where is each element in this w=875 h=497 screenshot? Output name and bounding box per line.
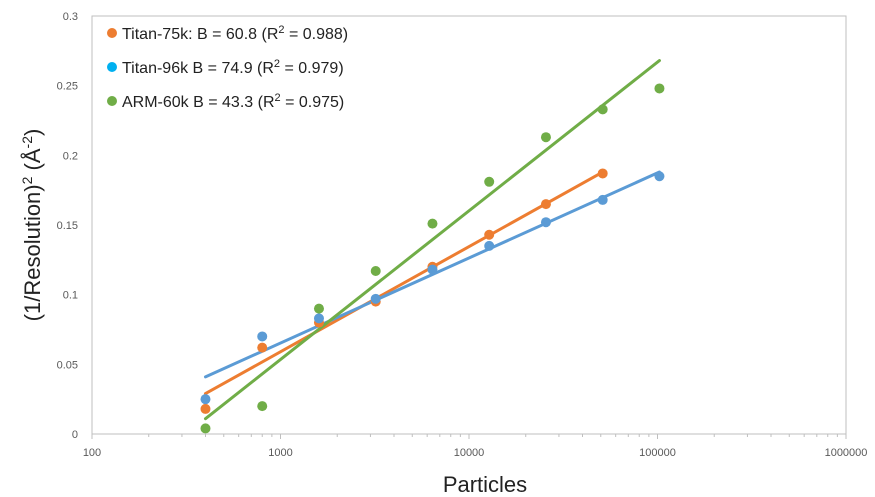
y-axis: 0 0.05 0.1 0.15 0.2 0.25 0.3	[57, 11, 78, 441]
plot-area	[91, 15, 847, 435]
y-tick-label: 0.05	[57, 359, 78, 371]
data-point-series-2	[313, 303, 324, 314]
data-point-series-0	[484, 229, 495, 240]
data-point-series-2	[370, 265, 381, 276]
data-point-series-1	[484, 240, 495, 251]
fit-line-series-2	[203, 59, 661, 421]
data-point-series-1	[200, 394, 211, 405]
y-tick-label: 0.15	[57, 220, 78, 232]
data-point-series-2	[484, 176, 495, 187]
data-point-series-2	[654, 83, 665, 94]
legend-entry-series-2: ARM-60k B = 43.3 (R2 = 0.975)	[122, 92, 344, 111]
data-point-series-2	[427, 218, 438, 229]
legend-marker-series-1	[107, 62, 117, 72]
data-point-series-1	[427, 264, 438, 275]
data-point-series-2	[200, 423, 211, 434]
data-point-series-0	[597, 168, 608, 179]
data-point-series-0	[257, 342, 268, 353]
data-point-series-2	[257, 401, 268, 412]
legend-marker-series-2	[107, 96, 117, 106]
data-point-series-1	[313, 313, 324, 324]
legend-entry-series-1: Titan-96k B = 74.9 (R2 = 0.979)	[122, 58, 344, 77]
x-tick-label: 1000000	[825, 447, 868, 459]
y-tick-label: 0.1	[63, 290, 78, 302]
legend-marker-series-0	[107, 28, 117, 38]
data-point-series-1	[654, 171, 665, 182]
data-point-series-0	[540, 199, 551, 210]
x-tick-label: 100	[83, 447, 101, 459]
fit-line-series-0	[203, 170, 605, 396]
data-point-series-0	[200, 403, 211, 414]
data-points	[200, 83, 665, 434]
data-point-series-1	[370, 293, 381, 304]
x-tick-label: 100000	[639, 447, 676, 459]
y-tick-label: 0	[72, 429, 78, 441]
x-axis-title: Particles	[443, 472, 527, 497]
y-tick-label: 0.2	[63, 150, 78, 162]
legend-entry-series-0: Titan-75k: B = 60.8 (R2 = 0.988)	[122, 24, 348, 43]
data-point-series-1	[540, 217, 551, 228]
data-point-series-1	[257, 331, 268, 342]
y-axis-title: (1/Resolution)2 (Å-2)	[19, 129, 45, 322]
x-tick-label: 10000	[454, 447, 485, 459]
data-point-series-2	[540, 132, 551, 143]
x-tick-label: 1000	[268, 447, 292, 459]
x-axis: 100 1000 10000 100000 1000000	[83, 434, 868, 459]
y-tick-label: 0.3	[63, 11, 78, 23]
legend: Titan-75k: B = 60.8 (R2 = 0.988) Titan-96…	[107, 24, 348, 111]
data-point-series-1	[597, 194, 608, 205]
data-point-series-2	[597, 104, 608, 115]
y-tick-label: 0.25	[57, 81, 78, 93]
